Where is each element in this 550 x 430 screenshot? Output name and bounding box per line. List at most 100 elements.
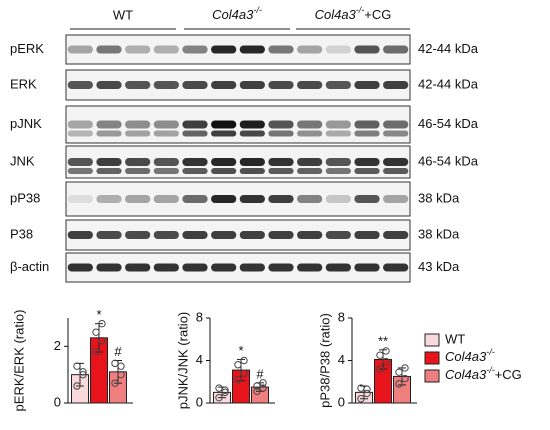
data-point [92, 348, 100, 356]
data-point [401, 364, 409, 372]
blot-band [297, 120, 323, 129]
data-point [79, 370, 87, 379]
blot-band [239, 81, 265, 89]
blot-band [211, 231, 237, 239]
blot-band [96, 263, 122, 272]
blot-band [153, 130, 179, 137]
blot-band [325, 195, 351, 203]
blot-band [268, 130, 294, 137]
data-point [117, 370, 125, 379]
data-point [401, 374, 409, 383]
blot-band [354, 195, 380, 203]
y-tick-label: 0 [338, 394, 345, 409]
size-label: 43 kDa [418, 259, 460, 274]
blot-band [67, 130, 93, 137]
blot-band [67, 168, 93, 174]
blot-band [125, 81, 151, 89]
blot-band [268, 195, 294, 203]
blot-band [125, 168, 151, 174]
blot-band [182, 231, 208, 239]
data-point [92, 328, 100, 336]
blot-band [96, 81, 122, 89]
blot-box [65, 252, 411, 283]
data-point [234, 375, 242, 384]
blot-band [182, 195, 208, 203]
blot-band [268, 231, 294, 239]
blot-band [211, 120, 237, 129]
y-axis-label: pP38/P38 (ratio) [317, 313, 332, 408]
annotation: ** [378, 333, 388, 348]
row-label: β-actin [10, 259, 49, 274]
blot-band [239, 231, 265, 239]
data-point [382, 357, 390, 366]
blot-band [383, 130, 409, 137]
blot-band [182, 45, 208, 54]
blot-band [96, 130, 122, 137]
blot-band [325, 263, 351, 272]
data-point [253, 387, 261, 396]
blot-band [354, 130, 380, 137]
blot-band [239, 195, 265, 203]
blot-band [325, 120, 351, 129]
data-point [111, 379, 119, 387]
blot-band [96, 120, 122, 129]
blot-band [383, 263, 409, 272]
blot-band [125, 263, 151, 272]
data-point [79, 368, 87, 376]
blot-band [268, 45, 294, 54]
data-point [382, 347, 390, 355]
blot-band [383, 158, 409, 166]
size-label: 42-44 kDa [418, 76, 479, 91]
blot-band [325, 130, 351, 137]
blot-band [239, 168, 265, 174]
blot-band [297, 231, 323, 239]
blot-box [65, 219, 411, 251]
blot-band [268, 120, 294, 129]
blot-band [268, 168, 294, 174]
blot-band [211, 168, 237, 174]
y-tick-label: 2 [54, 338, 61, 353]
blot-band [96, 45, 122, 54]
blot-band [211, 263, 237, 272]
blot-box [65, 145, 411, 179]
blot-band [67, 231, 93, 239]
blot-band [182, 263, 208, 272]
blot-band [67, 120, 93, 129]
size-label: 46-54 kDa [418, 153, 479, 168]
blot-band [182, 120, 208, 129]
data-point [73, 382, 81, 390]
blot-band [297, 168, 323, 174]
blot-band [211, 130, 237, 137]
blot-band [268, 158, 294, 166]
group-label: Col4a3-/- [212, 5, 262, 22]
blot-band [67, 263, 93, 272]
blot-band [383, 231, 409, 239]
y-tick-label: 8 [196, 309, 203, 324]
data-point [259, 379, 267, 387]
y-axis-label: pJNK/JNK (ratio) [175, 312, 190, 410]
blot-band [354, 263, 380, 272]
data-point [376, 351, 384, 359]
blot-band [211, 81, 237, 89]
data-point [253, 382, 261, 390]
blot-band [153, 231, 179, 239]
data-point [240, 369, 248, 377]
blot-band [125, 231, 151, 239]
blot-band [383, 168, 409, 174]
annotation: * [96, 307, 101, 322]
blot-band [153, 158, 179, 166]
row-label: P38 [10, 226, 33, 241]
blot-band [125, 130, 151, 137]
blot-band [182, 158, 208, 166]
blot-band [125, 158, 151, 166]
blot-band [182, 168, 208, 174]
blot-band [96, 195, 122, 203]
blot-band [383, 45, 409, 54]
blot-band [268, 81, 294, 89]
blot-band [153, 195, 179, 203]
blot-band [383, 81, 409, 89]
data-point [395, 380, 403, 388]
blot-band [211, 45, 237, 54]
data-point [221, 386, 229, 394]
